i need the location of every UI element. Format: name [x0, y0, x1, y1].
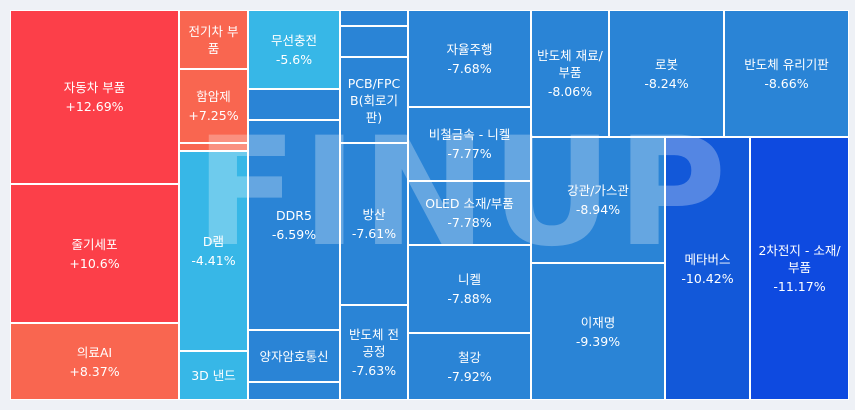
treemap-tile[interactable]: 3D 낸드 — [179, 351, 248, 400]
tile-change: -8.66% — [764, 75, 809, 91]
treemap-tile[interactable]: D램 -4.41% — [179, 151, 248, 351]
tile-change: -8.24% — [644, 75, 689, 91]
treemap-tile[interactable]: 철강 -7.92% — [408, 333, 531, 400]
tile-change: -9.39% — [575, 333, 621, 349]
treemap-tile[interactable]: 2차전지 - 소재/부품 -11.17% — [750, 137, 849, 400]
treemap-tile[interactable] — [340, 26, 408, 57]
tile-label: 무선충전 — [270, 32, 317, 48]
tile-label: 줄기세포 — [71, 236, 118, 252]
treemap-tile[interactable]: 니켈 -7.88% — [408, 245, 531, 333]
tile-change: -10.42% — [681, 270, 734, 286]
treemap-tile[interactable]: 자동차 부품 +12.69% — [10, 10, 179, 184]
treemap-tile[interactable]: PCB/FPCB(회로기판) — [340, 57, 408, 143]
treemap-tile[interactable]: DDR5 -6.59% — [248, 120, 340, 330]
tile-change: -7.61% — [351, 226, 397, 241]
tile-change: -7.77% — [447, 146, 492, 161]
tile-label: 방산 — [362, 207, 386, 222]
tile-change: -6.59% — [271, 227, 317, 242]
tile-label: 반도체 전공정 — [349, 327, 399, 359]
tile-change: -8.06% — [547, 84, 593, 99]
tile-label: 함암제 — [196, 89, 231, 104]
tile-label: 반도체 유리기판 — [744, 56, 829, 72]
tile-change: -5.6% — [275, 51, 313, 67]
tile-label: PCB/FPCB(회로기판) — [347, 75, 401, 125]
treemap-tile[interactable]: 반도체 재료/부품 -8.06% — [531, 10, 609, 137]
tile-label: D램 — [202, 234, 225, 249]
tile-label: 반도체 재료/부품 — [537, 48, 603, 80]
tile-label: DDR5 — [276, 208, 312, 223]
tile-label: 철강 — [457, 349, 481, 365]
treemap-tile[interactable]: 비철금속 - 니켈 -7.77% — [408, 107, 531, 181]
tile-change: -7.78% — [447, 215, 492, 230]
treemap-tile[interactable]: 로봇 -8.24% — [609, 10, 724, 137]
treemap-tile[interactable] — [248, 382, 340, 400]
treemap-tile[interactable] — [179, 143, 248, 151]
tile-label: 전기차 부품 — [188, 23, 239, 56]
treemap-tile[interactable] — [340, 10, 408, 26]
treemap-tile[interactable]: 의료AI +8.37% — [10, 323, 179, 400]
treemap-tile[interactable]: 함암제 +7.25% — [179, 69, 248, 143]
treemap-tile[interactable]: 반도체 유리기판 -8.66% — [724, 10, 849, 137]
treemap-tile[interactable]: 전기차 부품 — [179, 10, 248, 69]
treemap-tile[interactable]: OLED 소재/부품 -7.78% — [408, 181, 531, 245]
treemap-tile[interactable]: 무선충전 -5.6% — [248, 10, 340, 89]
tile-change: -4.41% — [191, 253, 236, 268]
tile-label: 양자암호통신 — [259, 348, 329, 364]
treemap-tile[interactable]: 이재명 -9.39% — [531, 263, 665, 400]
tile-change: +12.69% — [65, 99, 124, 114]
tile-label: 2차전지 - 소재/부품 — [758, 243, 841, 275]
tile-change: +10.6% — [69, 255, 120, 271]
tile-label: 로봇 — [654, 56, 678, 72]
tile-change: +8.37% — [69, 363, 120, 379]
tile-label: 자율주행 — [446, 41, 493, 57]
tile-change: -11.17% — [773, 279, 826, 294]
treemap-tile[interactable]: 자율주행 -7.68% — [408, 10, 531, 107]
tile-label: 의료AI — [76, 344, 113, 360]
tile-change: -7.92% — [447, 368, 492, 384]
tile-change: -8.94% — [575, 202, 621, 217]
treemap-tile[interactable]: 양자암호통신 — [248, 330, 340, 382]
tile-label: 이재명 — [580, 314, 616, 330]
treemap-tile[interactable]: 방산 -7.61% — [340, 143, 408, 305]
treemap-tile[interactable] — [248, 89, 340, 120]
tile-label: 강관/가스관 — [567, 183, 629, 198]
tile-label: 자동차 부품 — [63, 80, 126, 95]
tile-label: 3D 낸드 — [191, 368, 236, 383]
tile-label: 비철금속 - 니켈 — [428, 127, 511, 142]
tile-label: OLED 소재/부품 — [425, 196, 514, 211]
treemap-tile[interactable]: 반도체 전공정 -7.63% — [340, 305, 408, 400]
tile-change: +7.25% — [188, 108, 239, 123]
tile-label: 니켈 — [457, 272, 481, 287]
treemap-tile[interactable]: 메타버스 -10.42% — [665, 137, 750, 400]
tile-label: 메타버스 — [684, 251, 731, 267]
tile-change: -7.88% — [447, 291, 492, 306]
treemap-tile[interactable]: 강관/가스관 -8.94% — [531, 137, 665, 263]
treemap-tile[interactable]: 줄기세포 +10.6% — [10, 184, 179, 323]
tile-change: -7.68% — [447, 60, 492, 76]
tile-change: -7.63% — [351, 363, 397, 378]
